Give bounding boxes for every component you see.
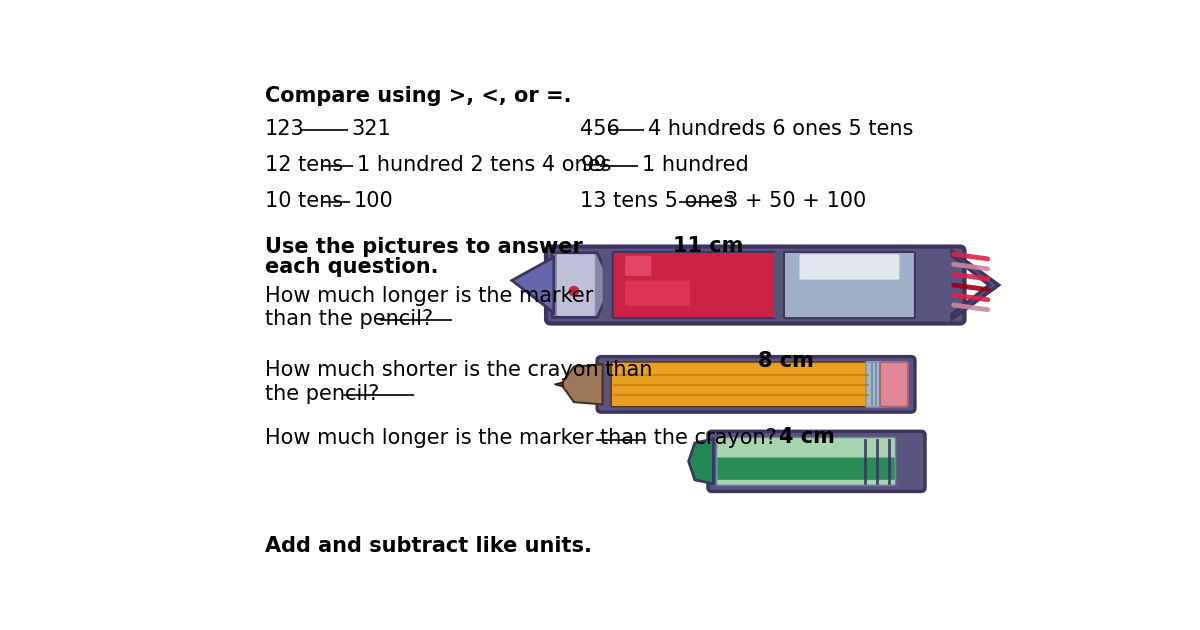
FancyBboxPatch shape xyxy=(546,246,965,324)
Polygon shape xyxy=(689,439,714,484)
FancyBboxPatch shape xyxy=(799,255,900,280)
FancyBboxPatch shape xyxy=(880,362,908,407)
Text: 1 hundred: 1 hundred xyxy=(642,155,749,175)
Text: than the pencil?: than the pencil? xyxy=(265,309,433,329)
FancyBboxPatch shape xyxy=(708,432,925,491)
FancyBboxPatch shape xyxy=(598,357,914,412)
Text: 123: 123 xyxy=(265,118,305,139)
FancyBboxPatch shape xyxy=(774,252,786,318)
Text: the pencil?: the pencil? xyxy=(265,384,379,404)
Text: Use the pictures to answer: Use the pictures to answer xyxy=(265,238,582,257)
Text: 13 tens 5 ones: 13 tens 5 ones xyxy=(580,191,734,211)
Text: 12 tens: 12 tens xyxy=(265,155,343,175)
Text: Compare using >, <, or =.: Compare using >, <, or =. xyxy=(265,86,571,106)
Polygon shape xyxy=(952,251,998,319)
FancyBboxPatch shape xyxy=(718,457,895,480)
Polygon shape xyxy=(554,382,563,387)
FancyBboxPatch shape xyxy=(625,256,652,276)
Text: 100: 100 xyxy=(354,191,394,211)
FancyBboxPatch shape xyxy=(557,255,595,316)
FancyBboxPatch shape xyxy=(613,252,776,318)
Text: 99: 99 xyxy=(580,155,607,175)
Text: 321: 321 xyxy=(352,118,391,139)
Text: 4 cm: 4 cm xyxy=(779,427,835,447)
FancyBboxPatch shape xyxy=(716,437,895,485)
Text: each question.: each question. xyxy=(265,257,438,277)
Ellipse shape xyxy=(569,286,580,297)
Text: 456: 456 xyxy=(580,118,620,139)
Polygon shape xyxy=(512,257,553,312)
Text: 11 cm: 11 cm xyxy=(673,236,743,256)
FancyBboxPatch shape xyxy=(784,252,914,318)
Text: How much longer is the marker: How much longer is the marker xyxy=(265,286,593,306)
FancyBboxPatch shape xyxy=(602,252,616,318)
Text: 3 + 50 + 100: 3 + 50 + 100 xyxy=(725,191,866,211)
Text: 4 hundreds 6 ones 5 tens: 4 hundreds 6 ones 5 tens xyxy=(648,118,913,139)
Text: 1 hundred 2 tens 4 ones: 1 hundred 2 tens 4 ones xyxy=(356,155,611,175)
Text: How much longer is the marker than the crayon?: How much longer is the marker than the c… xyxy=(265,428,776,449)
Text: 8 cm: 8 cm xyxy=(757,352,814,371)
Text: Add and subtract like units.: Add and subtract like units. xyxy=(265,536,592,556)
Polygon shape xyxy=(563,364,602,404)
FancyBboxPatch shape xyxy=(625,280,690,306)
FancyBboxPatch shape xyxy=(866,362,884,407)
Text: How much shorter is the crayon than: How much shorter is the crayon than xyxy=(265,360,652,381)
Polygon shape xyxy=(552,253,608,318)
Text: 10 tens: 10 tens xyxy=(265,191,343,211)
FancyBboxPatch shape xyxy=(611,362,874,407)
